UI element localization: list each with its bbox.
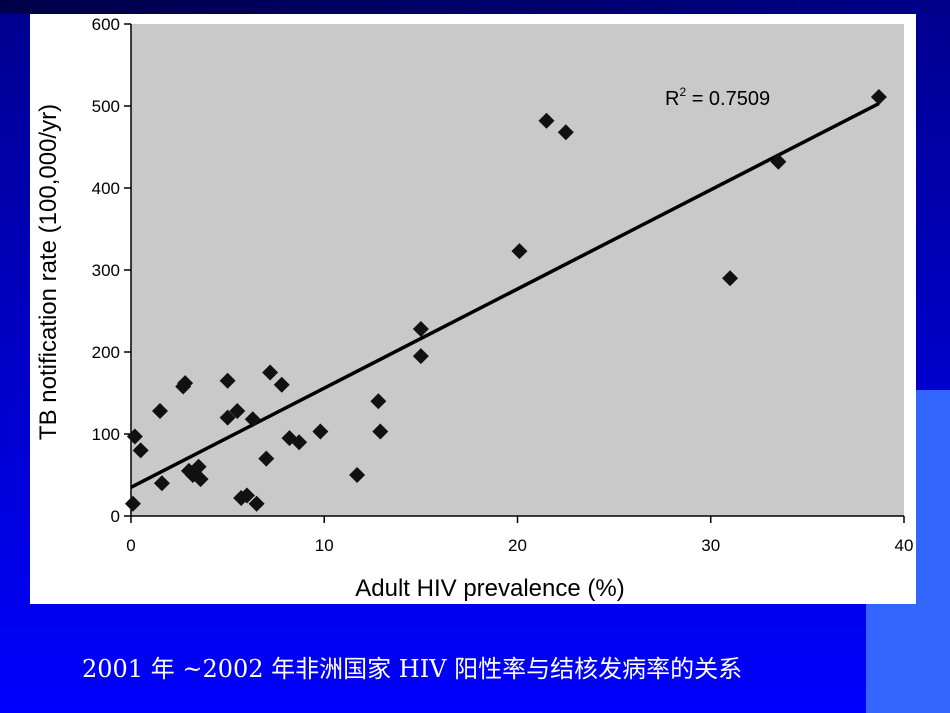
data-point	[412, 321, 429, 338]
x-tick-label: 10	[315, 536, 334, 555]
r2-superscript: 2	[679, 85, 686, 99]
x-tick-label: 0	[126, 536, 135, 555]
title-band	[0, 0, 950, 14]
data-point	[190, 458, 207, 475]
data-points	[124, 88, 887, 512]
data-point	[132, 442, 149, 459]
data-point	[273, 376, 290, 393]
slide-caption: 2001 年 ~2002 年非洲国家 HIV 阳性率与结核发病率的关系	[82, 655, 743, 683]
y-axis-title: TB notification rate (100,000/yr)	[35, 104, 62, 440]
plot-area	[131, 24, 904, 516]
data-point	[244, 411, 261, 428]
r-squared-annotation: R2 = 0.7509	[665, 85, 770, 110]
scatter-chart: 0 100 200 300 400 500 600 0 10 20 30 40 R2 = 0.750…	[35, 15, 913, 602]
data-point	[258, 450, 275, 467]
y-tick-label: 200	[92, 343, 120, 362]
chart-image: 0 100 200 300 400 500 600 0 10 20 30 40 R2 = 0.750…	[30, 14, 916, 604]
data-point	[412, 348, 429, 365]
data-point	[219, 409, 236, 426]
y-tick-label: 0	[111, 507, 120, 526]
data-point	[722, 270, 739, 287]
data-point	[248, 495, 265, 512]
x-tick-label: 30	[701, 536, 720, 555]
x-axis-title: Adult HIV prevalence (%)	[355, 575, 624, 602]
data-point	[870, 88, 887, 105]
r2-label: R	[665, 88, 679, 110]
data-point	[538, 112, 555, 129]
data-point	[262, 364, 279, 381]
data-point	[372, 423, 389, 440]
data-point	[238, 487, 255, 504]
data-point	[219, 372, 236, 389]
data-point	[291, 434, 308, 451]
x-axis-ticks: 0 10 20 30 40	[126, 516, 913, 555]
data-point	[370, 393, 387, 410]
data-point	[151, 403, 168, 420]
data-point	[511, 243, 528, 260]
x-tick-label: 20	[508, 536, 527, 555]
r2-value: = 0.7509	[686, 88, 770, 110]
data-point	[153, 475, 170, 492]
data-point	[349, 467, 366, 483]
data-point	[177, 375, 194, 392]
data-point	[229, 403, 246, 420]
y-tick-label: 100	[92, 425, 120, 444]
y-tick-label: 500	[92, 97, 120, 116]
data-point	[770, 153, 787, 170]
x-tick-label: 40	[895, 536, 914, 555]
y-axis-ticks: 0 100 200 300 400 500 600	[92, 15, 131, 526]
y-tick-label: 300	[92, 261, 120, 280]
data-point	[312, 423, 329, 440]
data-point	[192, 471, 209, 488]
y-tick-label: 600	[92, 15, 120, 34]
y-tick-label: 400	[92, 179, 120, 198]
